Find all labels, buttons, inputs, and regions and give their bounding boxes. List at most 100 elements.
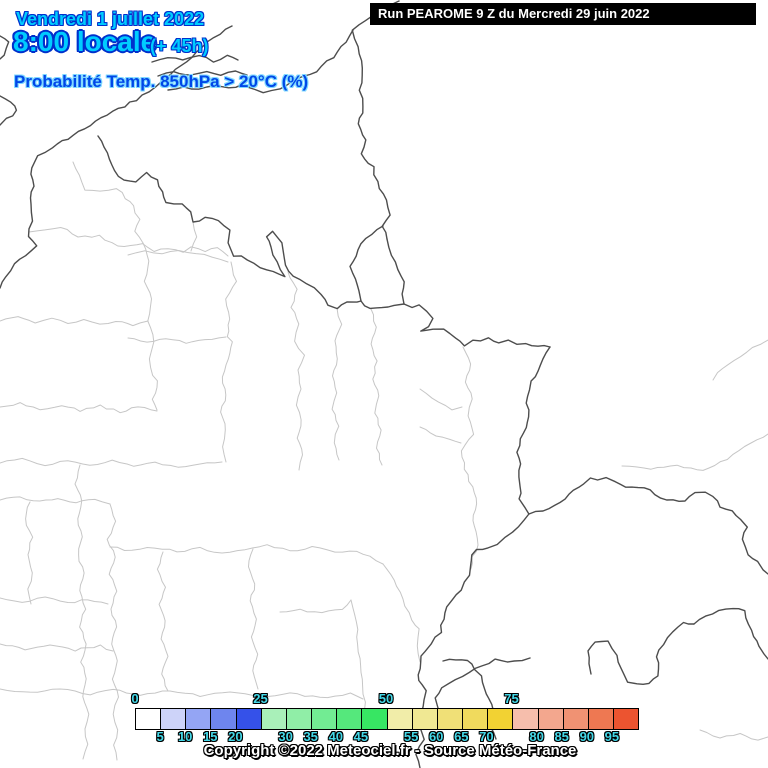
legend-cell-50 bbox=[386, 709, 412, 729]
country-border-line bbox=[97, 135, 362, 310]
department-boundary-line bbox=[460, 346, 479, 570]
country-border-line bbox=[0, 95, 18, 126]
department-boundary-line bbox=[106, 503, 119, 761]
legend-cell-40 bbox=[336, 709, 362, 729]
department-boundary-line bbox=[74, 464, 90, 760]
legend-cell-70 bbox=[487, 709, 513, 729]
legend-cell-15 bbox=[210, 709, 236, 729]
department-boundary-line bbox=[156, 551, 169, 692]
legend-cell-35 bbox=[311, 709, 337, 729]
department-boundary-line bbox=[279, 599, 352, 614]
country-border-line bbox=[386, 238, 405, 305]
legend-cell-80 bbox=[537, 709, 563, 729]
legend-label-15: 15 bbox=[203, 729, 218, 744]
department-boundary-line bbox=[370, 308, 383, 466]
legend-label-40: 40 bbox=[328, 729, 344, 744]
legend-label-30: 30 bbox=[278, 729, 293, 744]
legend-cell-0 bbox=[136, 709, 161, 729]
department-boundary-line bbox=[0, 643, 114, 652]
country-border-line bbox=[528, 476, 768, 575]
department-boundary-line bbox=[28, 227, 229, 257]
legend-cell-10 bbox=[185, 709, 211, 729]
parameter-title: Probabilité Temp. 850hPa > 20°C (%) bbox=[14, 72, 309, 91]
department-borders bbox=[0, 161, 768, 761]
department-boundary-line bbox=[248, 548, 259, 690]
legend-cell-60 bbox=[436, 709, 463, 729]
forecast-date: Vendredi 1 juillet 2022 bbox=[16, 9, 205, 29]
legend-label-85: 85 bbox=[554, 729, 569, 744]
legend-label-55: 55 bbox=[403, 729, 419, 744]
legend-cell-65 bbox=[462, 709, 488, 729]
country-border-line bbox=[246, 29, 354, 94]
legend-label-25: 25 bbox=[253, 691, 268, 706]
country-border-line bbox=[403, 303, 551, 348]
department-boundary-line bbox=[382, 563, 421, 663]
country-border-line bbox=[693, 607, 768, 660]
legend-cell-5 bbox=[160, 709, 186, 729]
department-boundary-line bbox=[127, 336, 227, 344]
department-boundary-line bbox=[109, 544, 384, 565]
department-boundary-line bbox=[419, 426, 462, 444]
department-boundary-line bbox=[0, 688, 364, 700]
department-boundary-line bbox=[0, 402, 158, 414]
country-border-line bbox=[360, 300, 405, 310]
legend-cell-25 bbox=[260, 709, 286, 729]
country-border-line bbox=[0, 35, 10, 60]
legend-label-50: 50 bbox=[378, 691, 394, 706]
legend-label-80: 80 bbox=[529, 729, 544, 744]
legend-cell-90 bbox=[587, 709, 613, 729]
legend-cell-55 bbox=[411, 709, 437, 729]
country-border-line bbox=[415, 346, 551, 768]
country-border-line bbox=[349, 225, 384, 302]
country-border-line bbox=[587, 621, 695, 685]
legend-label-90: 90 bbox=[579, 729, 595, 744]
legend-label-70: 70 bbox=[479, 729, 494, 744]
department-boundary-line bbox=[0, 457, 223, 468]
department-boundary-line bbox=[127, 250, 229, 263]
department-boundary-line bbox=[0, 596, 109, 605]
department-boundary-line bbox=[190, 221, 198, 252]
country-border-line bbox=[0, 25, 233, 289]
legend-label-95: 95 bbox=[604, 729, 620, 744]
legend-label-75: 75 bbox=[504, 691, 519, 706]
legend-label-60: 60 bbox=[428, 729, 444, 744]
department-boundary-line bbox=[142, 242, 158, 411]
legend-label-20: 20 bbox=[228, 729, 243, 744]
forecast-time: 8:00 locale bbox=[13, 26, 157, 57]
legend-cell-95 bbox=[612, 709, 639, 729]
probability-color-scale bbox=[135, 708, 639, 730]
country-border-line bbox=[351, 0, 400, 240]
country-border-line bbox=[151, 54, 239, 63]
department-boundary-line bbox=[419, 388, 463, 411]
forecast-hour-offset: (+ 45h) bbox=[150, 36, 209, 56]
legend-label-0: 0 bbox=[131, 691, 139, 706]
department-boundary-line bbox=[621, 433, 768, 471]
legend-label-45: 45 bbox=[353, 729, 369, 744]
model-run-bar: Run PEAROME 9 Z du Mercredi 29 juin 2022 bbox=[370, 3, 756, 25]
copyright-notice: Copyright ©2022 Meteociel.fr - Source Mé… bbox=[203, 742, 577, 759]
legend-cell-45 bbox=[361, 709, 387, 729]
department-boundary-line bbox=[72, 161, 144, 244]
country-border-line bbox=[157, 70, 248, 77]
legend-cell-20 bbox=[235, 709, 261, 729]
department-boundary-line bbox=[287, 271, 305, 471]
department-boundary-line bbox=[25, 501, 34, 605]
legend-cell-30 bbox=[285, 709, 312, 729]
country-border-line bbox=[434, 657, 531, 709]
department-boundary-line bbox=[699, 729, 768, 741]
department-boundary-line bbox=[331, 307, 343, 461]
legend-cell-85 bbox=[562, 709, 588, 729]
department-boundary-line bbox=[220, 261, 237, 463]
department-boundary-line bbox=[0, 316, 149, 327]
legend-label-65: 65 bbox=[454, 729, 469, 744]
department-boundary-line bbox=[712, 339, 768, 381]
legend-label-35: 35 bbox=[303, 729, 318, 744]
legend-label-10: 10 bbox=[177, 729, 193, 744]
department-boundary-line bbox=[0, 496, 111, 505]
country-border-line bbox=[167, 84, 253, 91]
legend-label-5: 5 bbox=[156, 729, 164, 744]
legend-cell-75 bbox=[512, 709, 538, 729]
